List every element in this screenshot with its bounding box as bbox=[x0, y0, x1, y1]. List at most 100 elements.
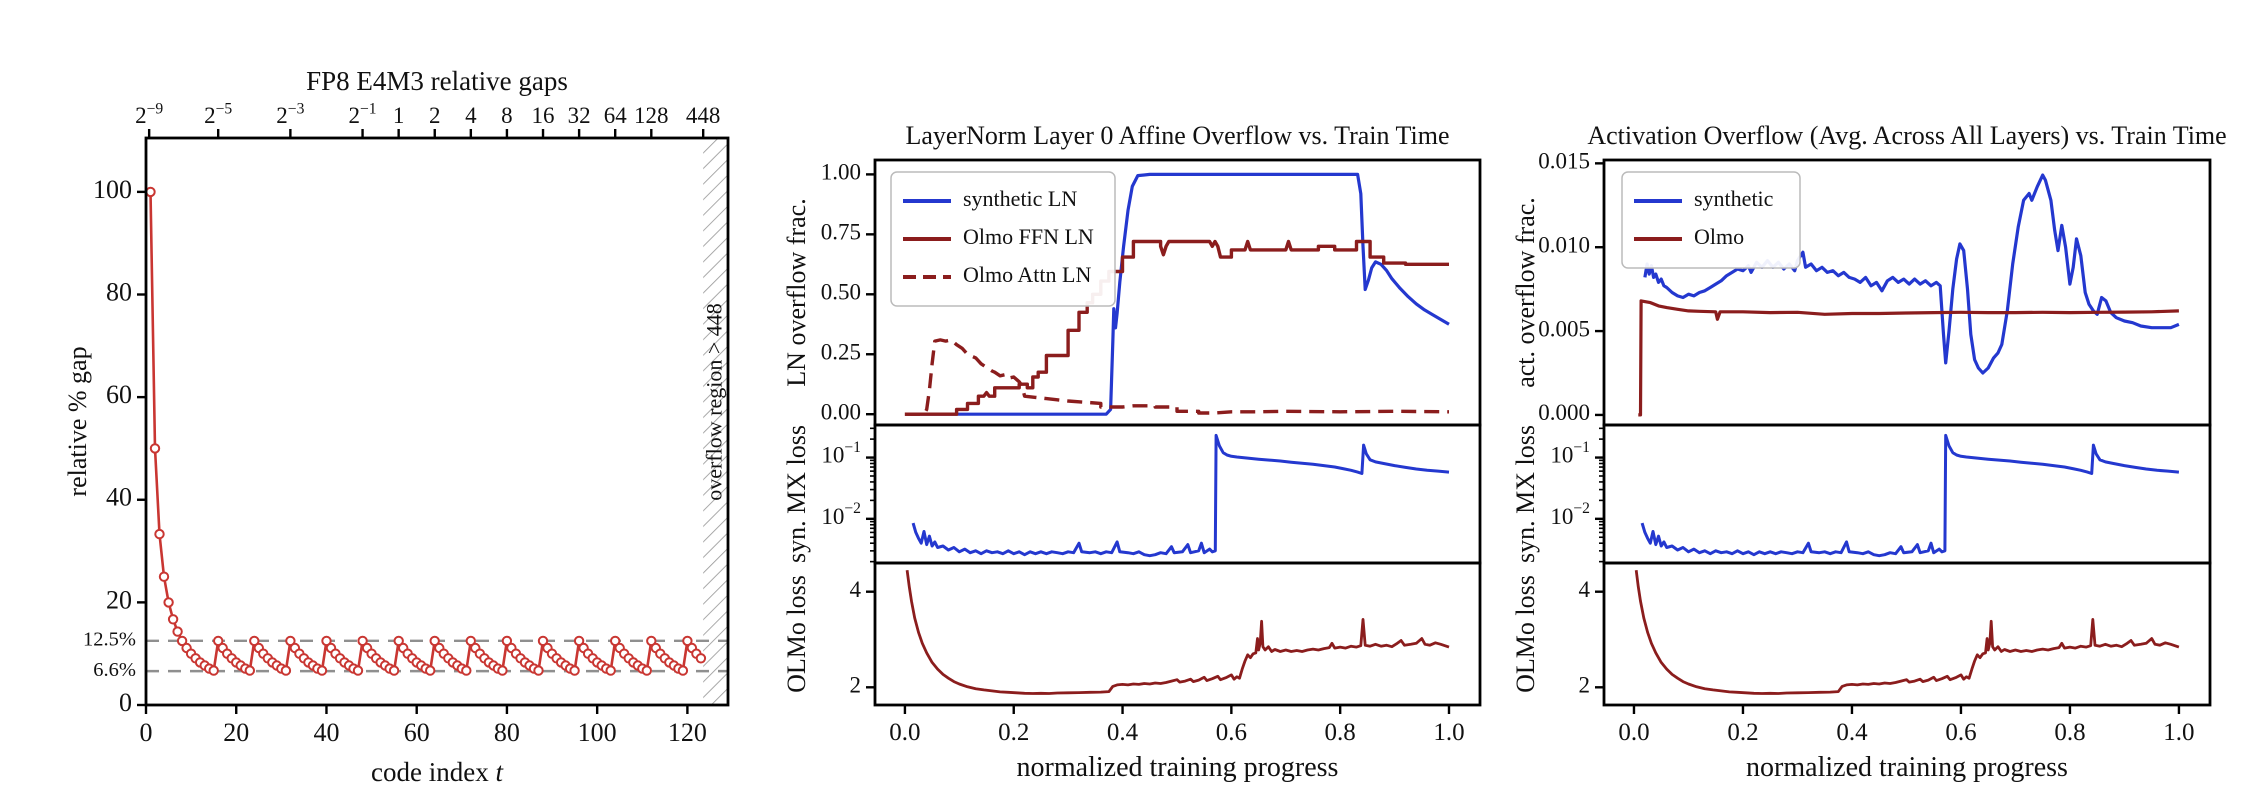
svg-text:0: 0 bbox=[119, 688, 132, 717]
layernorm-overflow-vs-train-time-subplot-1: 10−1 10−2 syn. MX loss bbox=[782, 423, 1482, 565]
svg-text:2−9: 2−9 bbox=[135, 100, 163, 128]
data-point-marker bbox=[682, 635, 693, 647]
data-point-marker bbox=[695, 653, 707, 664]
svg-text:16: 16 bbox=[532, 103, 555, 128]
y-axis-ticks: 10−1 10−2 bbox=[821, 427, 875, 563]
data-point-marker bbox=[146, 186, 156, 198]
data-point-marker bbox=[213, 635, 224, 647]
svg-text:normalized training progress: normalized training progress bbox=[1746, 752, 2068, 783]
data-point-marker bbox=[393, 635, 404, 647]
svg-text:0.8: 0.8 bbox=[2054, 719, 2085, 746]
plot-border bbox=[873, 423, 1482, 565]
svg-text:10−1: 10−1 bbox=[1550, 438, 1590, 467]
series-Olmo-FFN-LN bbox=[904, 239, 1449, 416]
svg-text:0.75: 0.75 bbox=[821, 220, 861, 245]
svg-text:2−3: 2−3 bbox=[276, 100, 304, 128]
data-point-marker bbox=[249, 635, 260, 647]
data-point-marker bbox=[158, 571, 170, 582]
svg-text:100: 100 bbox=[93, 175, 132, 204]
data-point-marker bbox=[605, 665, 616, 676]
svg-text:Olmo: Olmo bbox=[1694, 224, 1744, 249]
y-axis-ticks: 42 bbox=[850, 577, 875, 698]
data-point-marker bbox=[461, 665, 472, 676]
data-point-marker bbox=[149, 443, 161, 454]
svg-text:448: 448 bbox=[686, 103, 721, 128]
data-point-marker bbox=[176, 635, 188, 647]
data-point-marker bbox=[646, 635, 657, 647]
svg-text:syn. MX loss: syn. MX loss bbox=[782, 425, 811, 563]
svg-text:10−1: 10−1 bbox=[821, 438, 861, 467]
plot-border bbox=[144, 136, 730, 707]
chart-activation-overflow-vs-train-time: 0.015 0.010 0.005 0.000 act. overflow frac. s… bbox=[1511, 121, 2227, 783]
data-point-marker bbox=[388, 665, 400, 676]
svg-text:LayerNorm Layer 0 Affine Overf: LayerNorm Layer 0 Affine Overflow vs. Tr… bbox=[905, 121, 1449, 150]
svg-text:0.00: 0.00 bbox=[821, 399, 861, 424]
legend: synthetic Olmo bbox=[1621, 171, 1801, 269]
svg-text:0.6: 0.6 bbox=[1945, 719, 1976, 746]
svg-text:80: 80 bbox=[106, 277, 132, 306]
plot-border bbox=[1602, 561, 2212, 707]
series-OLMo-loss bbox=[1634, 570, 2180, 695]
data-point-marker bbox=[610, 635, 621, 647]
svg-text:code index t: code index t bbox=[371, 757, 504, 787]
y-axis-ticks: 0 20 40 60 80 100 bbox=[93, 175, 146, 717]
data-point-marker bbox=[154, 528, 165, 540]
svg-text:0.2: 0.2 bbox=[1727, 719, 1758, 746]
svg-text:60: 60 bbox=[404, 718, 430, 747]
svg-text:OLMo loss: OLMo loss bbox=[1511, 575, 1540, 693]
svg-text:0: 0 bbox=[140, 718, 153, 747]
svg-text:0.4: 0.4 bbox=[1107, 719, 1139, 746]
activation-overflow-vs-train-time-subplot-0: 0.015 0.010 0.005 0.000 act. overflow frac. s… bbox=[1511, 149, 2212, 427]
svg-text:relative % gap: relative % gap bbox=[63, 346, 92, 496]
data-point-marker bbox=[321, 635, 332, 647]
data-point-marker bbox=[163, 597, 174, 608]
svg-text:FP8 E4M3 relative gaps: FP8 E4M3 relative gaps bbox=[306, 66, 568, 96]
series-syn-MX-loss bbox=[911, 433, 1450, 558]
y-axis-ticks: 0.015 0.010 0.005 0.000 bbox=[1538, 149, 1604, 425]
svg-text:2: 2 bbox=[850, 673, 862, 698]
svg-text:0.005: 0.005 bbox=[1538, 316, 1590, 341]
series-synthetic-LN bbox=[910, 172, 1450, 416]
svg-text:0.010: 0.010 bbox=[1538, 232, 1590, 257]
y-axis-ticks: 42 bbox=[1579, 577, 1604, 698]
svg-text:10−2: 10−2 bbox=[1550, 500, 1590, 529]
data-point-marker bbox=[573, 635, 585, 647]
svg-text:0.8: 0.8 bbox=[1325, 719, 1356, 746]
svg-text:20: 20 bbox=[106, 585, 132, 614]
svg-text:0.4: 0.4 bbox=[1836, 719, 1868, 746]
series-syn-MX-loss bbox=[1640, 433, 2180, 558]
svg-text:0.000: 0.000 bbox=[1538, 400, 1590, 425]
overflow-region bbox=[703, 138, 728, 705]
plot-border bbox=[873, 561, 1482, 707]
data-point-marker bbox=[641, 665, 652, 676]
svg-text:6.6%: 6.6% bbox=[93, 659, 136, 681]
data-point-marker bbox=[677, 665, 689, 676]
svg-text:128: 128 bbox=[634, 103, 669, 128]
svg-text:1.00: 1.00 bbox=[821, 160, 861, 185]
svg-text:8: 8 bbox=[501, 103, 513, 128]
svg-text:0.0: 0.0 bbox=[889, 719, 920, 746]
series-Olmo bbox=[1638, 299, 2179, 417]
x-axis-ticks: 0.0 0.2 0.4 0.6 0.8 1.0 bbox=[1618, 705, 2195, 746]
svg-text:60: 60 bbox=[106, 380, 132, 409]
data-point-marker bbox=[501, 635, 513, 647]
x-axis-ticks: 0.0 0.2 0.4 0.6 0.8 1.0 bbox=[889, 705, 1465, 746]
chart-layernorm-overflow-vs-train-time: 1.00 0.75 0.50 0.25 0.00 LN overflow frac. syn… bbox=[782, 121, 1482, 783]
data-point-marker bbox=[429, 635, 440, 647]
svg-text:40: 40 bbox=[106, 483, 132, 512]
data-point-marker bbox=[208, 665, 219, 676]
data-point-marker bbox=[172, 626, 183, 637]
activation-overflow-vs-train-time-subplot-1: 10−1 10−2 syn. MX loss bbox=[1511, 423, 2212, 565]
svg-text:2: 2 bbox=[429, 103, 441, 128]
plot-border bbox=[1602, 423, 2212, 565]
data-point-marker bbox=[497, 665, 508, 676]
svg-text:overflow region > 448: overflow region > 448 bbox=[702, 303, 727, 501]
series-OLMo-loss bbox=[905, 570, 1450, 695]
y-axis-ticks: 10−1 10−2 bbox=[1550, 427, 1604, 563]
data-point-marker bbox=[316, 665, 328, 676]
svg-text:4: 4 bbox=[465, 103, 477, 128]
